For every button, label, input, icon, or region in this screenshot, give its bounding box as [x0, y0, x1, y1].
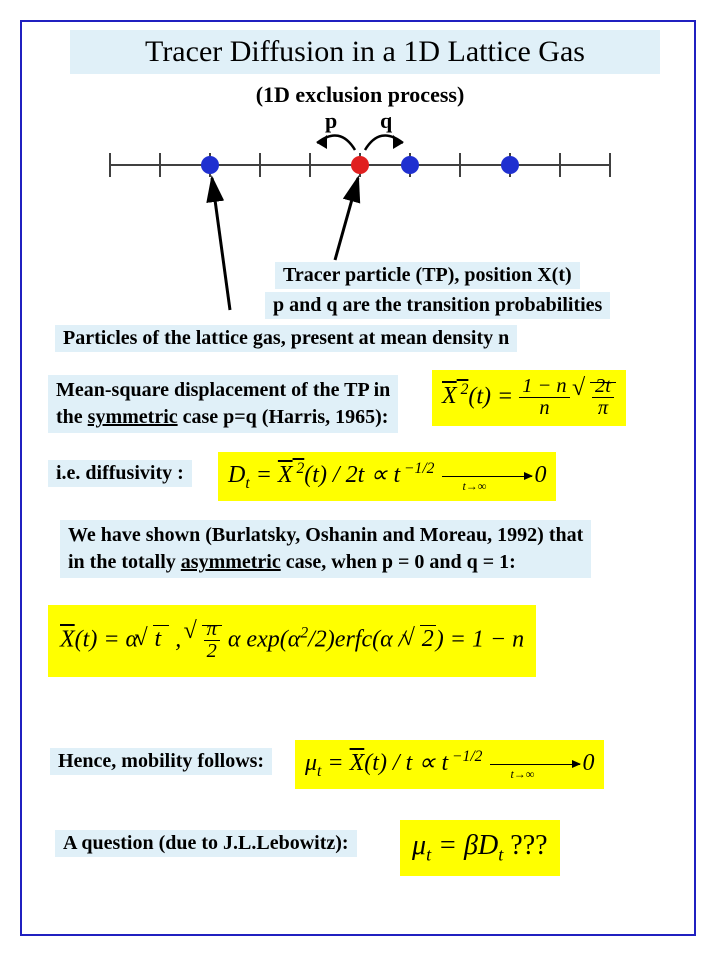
tracer-label: Tracer particle (TP), position X(t) [275, 262, 580, 289]
lattice-diagram [100, 105, 620, 205]
eq-msd: X 2(t) = 1 − nn 2tπ [432, 370, 626, 426]
page-title: Tracer Diffusion in a 1D Lattice Gas [70, 30, 660, 74]
mobility-label: Hence, mobility follows: [50, 748, 272, 775]
shown-desc: We have shown (Burlatsky, Oshanin and Mo… [60, 520, 591, 578]
density-desc: Particles of the lattice gas, present at… [55, 325, 517, 352]
eq-mobility: μt = X(t) / t ∝ t −1/2 t→∞0 [295, 740, 604, 789]
eq-asymmetric: X(t) = αt , π2 α exp(α2/2)erfc(α /2) = 1… [48, 605, 536, 677]
eq-diffusivity: Dt = X 2(t) / 2t ∝ t −1/2 t→∞0 [218, 452, 556, 501]
shown-line1: We have shown (Burlatsky, Oshanin and Mo… [68, 524, 583, 546]
msd-line1: Mean-square displacement of the TP in [56, 379, 390, 401]
msd-desc: Mean-square displacement of the TP in th… [48, 375, 398, 433]
eq-question: μt = βDt ??? [400, 820, 560, 876]
pq-desc: p and q are the transition probabilities [265, 292, 610, 319]
diffusivity-label: i.e. diffusivity : [48, 460, 192, 487]
question-label: A question (due to J.L.Lebowitz): [55, 830, 357, 857]
